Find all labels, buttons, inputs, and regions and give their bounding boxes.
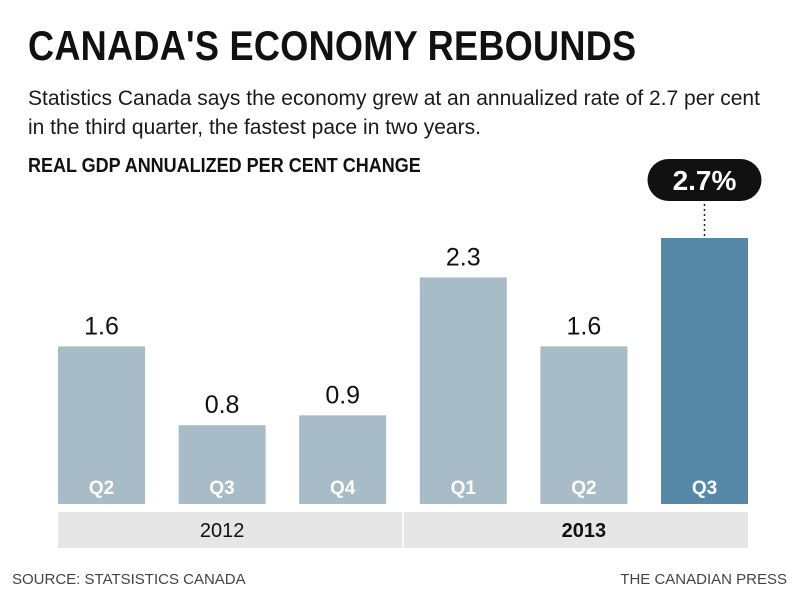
chart-subtitle: Statistics Canada says the economy grew … [28, 87, 760, 139]
bar-value-label: 2.3 [446, 243, 481, 271]
year-band-2013 [403, 512, 748, 548]
bar-q3-2 [178, 425, 266, 504]
bar-category-label: Q4 [330, 478, 356, 499]
bar-q3-6 [661, 238, 748, 504]
bar-category-label: Q2 [571, 478, 596, 499]
credit-note: THE CANADIAN PRESS [620, 571, 787, 588]
bar-category-label: Q1 [451, 478, 477, 499]
bar-q1-4 [419, 277, 507, 504]
bar-value-label: 0.9 [325, 381, 360, 409]
year-label-2012: 2012 [200, 520, 245, 542]
year-label-2013: 2013 [562, 520, 607, 542]
year-band-2012 [58, 512, 403, 548]
bar-q2-5 [540, 346, 628, 504]
bar-q4-3 [299, 415, 387, 504]
bar-q2-1 [58, 346, 145, 504]
bar-value-label: 0.8 [205, 391, 240, 419]
bar-value-label: 1.6 [567, 312, 602, 340]
bar-category-label: Q3 [692, 478, 717, 499]
bar-category-label: Q2 [89, 478, 114, 499]
highlight-value-label: 2.7% [673, 165, 737, 196]
chart-title: CANADA'S ECONOMY REBOUNDS [28, 22, 637, 69]
chart-measure-label: REAL GDP ANNUALIZED PER CENT CHANGE [28, 155, 421, 177]
bar-value-label: 1.6 [84, 312, 119, 340]
source-note: SOURCE: STATSISTICS CANADA [12, 571, 246, 588]
callout-badge [647, 159, 762, 201]
bar-category-label: Q3 [209, 478, 234, 499]
bar-chart: Q2 1.6 Q3 0.8 Q4 0.9 Q1 2.3 Q2 1.6 Q3 2.7% 2012 2013 [58, 159, 762, 548]
